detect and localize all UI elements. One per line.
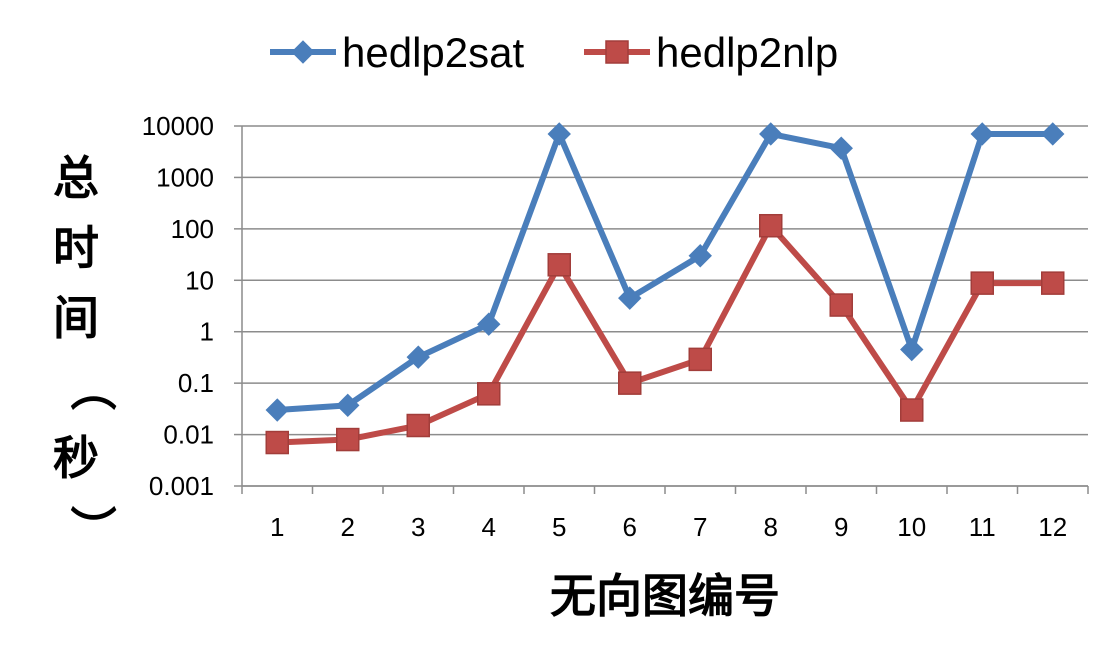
x-tick-label: 8 <box>764 512 778 542</box>
x-tick-label: 4 <box>482 512 496 542</box>
data-point <box>618 371 642 395</box>
x-tick-label: 12 <box>1038 512 1067 542</box>
data-point <box>900 398 924 422</box>
axes <box>241 126 1089 494</box>
series-line <box>277 222 1053 446</box>
legend-label: hedlp2nlp <box>656 29 838 76</box>
data-point <box>970 271 994 295</box>
x-tick-labels: 1 2 3 4 5 6 7 8 9 10 11 12 <box>270 512 1067 542</box>
legend-item: hedlp2sat <box>270 29 524 76</box>
x-tick-label: 11 <box>969 512 996 542</box>
series-hedlp2sat <box>265 122 1065 422</box>
data-point <box>477 312 501 336</box>
y-axis-title-char: ） <box>65 505 119 551</box>
y-tick-label: 100 <box>171 214 214 244</box>
x-tick-label: 5 <box>552 512 566 542</box>
y-tick-label: 0.1 <box>178 368 214 398</box>
y-tick-label: 1000 <box>156 162 214 192</box>
x-tick-label: 9 <box>834 512 848 542</box>
data-point <box>265 398 289 422</box>
data-point <box>265 430 289 455</box>
legend-marker <box>291 40 315 64</box>
data-point <box>336 427 360 452</box>
series-hedlp2nlp <box>265 213 1065 455</box>
x-tick-label: 6 <box>623 512 637 542</box>
y-tick-label: 1 <box>200 317 214 347</box>
data-point <box>547 122 571 146</box>
series-group <box>265 122 1065 455</box>
x-tick-label: 2 <box>341 512 355 542</box>
legend-label: hedlp2sat <box>342 29 524 76</box>
data-point <box>406 413 430 438</box>
data-point <box>1041 271 1065 295</box>
legend-marker <box>605 40 629 64</box>
y-tick-label: 0.01 <box>163 420 214 450</box>
y-tick-label: 0.001 <box>149 471 214 501</box>
x-tick-label: 10 <box>897 512 926 542</box>
series-line <box>277 130 1053 414</box>
x-tick-label: 7 <box>693 512 707 542</box>
data-point <box>1041 122 1065 146</box>
y-tick-label: 10000 <box>142 111 214 141</box>
y-axis-title-char: 秒 <box>53 431 99 485</box>
legend: hedlp2sat hedlp2nlp <box>270 29 838 76</box>
y-tick-label: 10 <box>185 265 214 295</box>
data-point <box>900 337 924 362</box>
data-point <box>688 244 712 268</box>
y-axis-title-char: 时 <box>53 221 99 275</box>
x-tick-label: 1 <box>270 512 284 542</box>
data-point <box>618 286 642 310</box>
data-point <box>406 345 430 369</box>
data-point <box>759 122 783 146</box>
data-point <box>829 136 853 160</box>
data-point <box>688 347 712 372</box>
x-tick-label: 3 <box>411 512 425 542</box>
y-axis-title-char: （ <box>65 365 119 411</box>
gridlines <box>234 125 1088 487</box>
x-axis-title: 无向图编号 <box>550 569 780 623</box>
y-axis-title-char: 间 <box>53 291 99 345</box>
data-point <box>336 393 360 418</box>
y-axis-title-char: 总 <box>53 151 99 205</box>
data-point <box>829 293 853 317</box>
data-point <box>477 382 501 406</box>
data-point <box>547 253 571 277</box>
legend-item: hedlp2nlp <box>584 29 838 76</box>
y-axis-title: 总时间 （ 秒 ） <box>53 151 119 551</box>
data-point <box>759 213 783 238</box>
data-point <box>970 122 994 146</box>
y-tick-labels: 10000 1000 100 10 1 0.1 0.01 0.001 <box>142 111 214 501</box>
